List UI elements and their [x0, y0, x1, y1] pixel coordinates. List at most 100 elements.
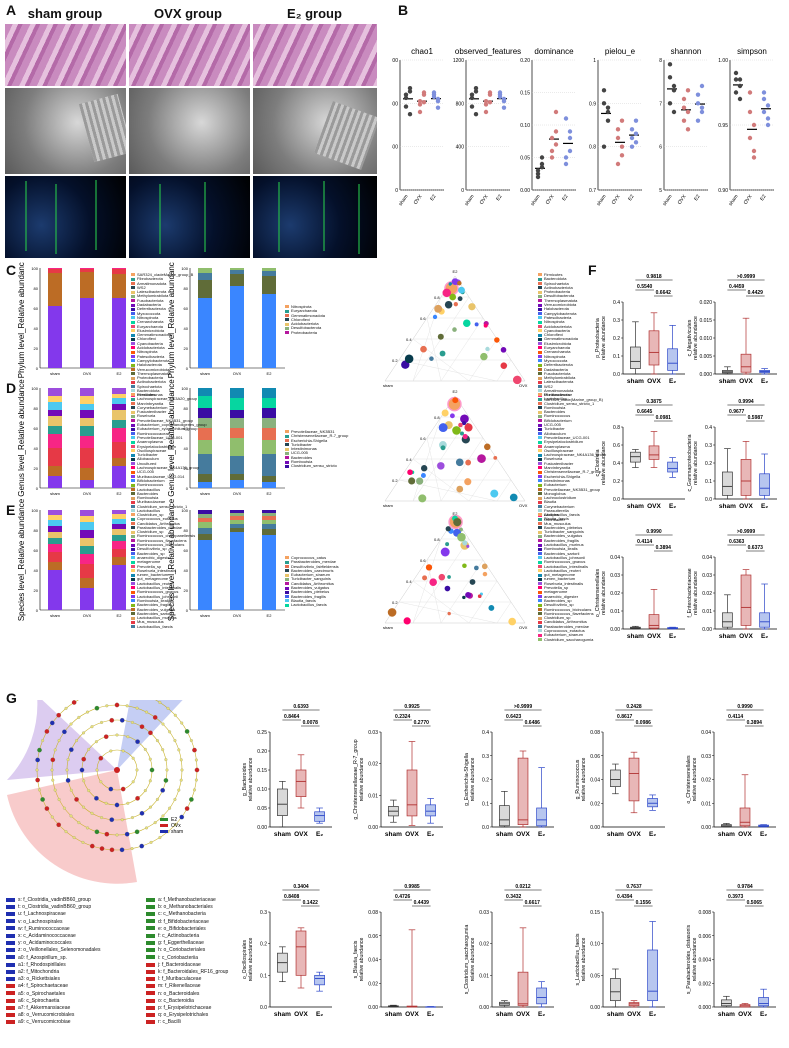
- box: [628, 757, 640, 802]
- ternary-point: [468, 303, 476, 311]
- y-tick-label: 0.3: [260, 910, 267, 916]
- legend-swatch: [131, 539, 135, 543]
- legend-text: Desulfobacterota: [291, 325, 322, 331]
- box: [759, 612, 770, 628]
- legend-swatch: [285, 447, 289, 451]
- legend-text: Lachnospiraceae_NK3A20_group: [137, 396, 198, 402]
- bar-segment: [262, 418, 276, 428]
- cladogram-node: [121, 749, 125, 753]
- bar-segment: [198, 510, 212, 514]
- data-point: [751, 155, 757, 160]
- y-tick-label: 0.9: [589, 101, 596, 107]
- ternary-point: [447, 611, 451, 616]
- legend-entry: SAR324_cladeMarine_group_B: [131, 272, 193, 277]
- legend-swatch: [538, 307, 542, 311]
- bar-segment: [198, 273, 212, 280]
- lefse-taxon-label: a0: f_Azospirillum_sp.: [18, 954, 67, 961]
- legend-swatch: [285, 582, 289, 586]
- bar-segment: [262, 294, 276, 368]
- data-point: [685, 127, 691, 132]
- legend-text: Erysipelatoclostridium: [137, 443, 176, 449]
- legend-entry: Erysipelatoclostridium: [538, 440, 606, 444]
- legend-text: Anaeroplasma: [137, 439, 163, 445]
- legend-text: Fusobacteriota: [137, 297, 164, 303]
- bar-segment: [262, 510, 276, 513]
- cladogram-node: [173, 713, 177, 717]
- legend-text: Clostridium_sensu_stricto_1: [544, 400, 595, 406]
- data-point: [567, 129, 573, 134]
- y-tick-label: 0.1: [705, 479, 712, 485]
- legend-text: Erysipelatoclostridium: [544, 439, 583, 445]
- y-axis-label: Phylum level_Relative abundance: [17, 262, 26, 378]
- legend-entry: Ruminococcus_bicirculans: [131, 542, 195, 547]
- legend-text: Lactobacillus_faecis: [137, 623, 173, 629]
- x-tick-label: OVX: [479, 193, 490, 206]
- cladogram-node: [148, 779, 152, 783]
- cladogram-node: [135, 796, 140, 801]
- x-tick-label: sham: [627, 378, 644, 385]
- legend-entry: Bacteroides_fragilis: [131, 603, 195, 607]
- bar-segment: [48, 416, 62, 426]
- bar-segment: [80, 298, 94, 368]
- legend-swatch: [285, 430, 289, 434]
- x-tick-label: sham: [719, 378, 736, 385]
- lefse-legend-item: a6: c_Spirochaetia: [6, 998, 101, 1005]
- bar-segment: [198, 396, 212, 408]
- tem-image-sham: [5, 88, 126, 174]
- legend-phylum-ternary: Firmicutes Bacteroidota Spirochaetota Actin…: [538, 272, 603, 402]
- y-tick-label: 0.03: [479, 910, 489, 916]
- legend-entry: Lachnoclostridium: [538, 495, 606, 500]
- legend-swatch: [538, 457, 542, 461]
- legend-swatch: [131, 397, 135, 401]
- y-axis-label: relative abundance: [692, 937, 698, 981]
- cladogram-node: [131, 780, 135, 784]
- y-tick-label: 40: [34, 326, 39, 331]
- legend-swatch: [131, 342, 135, 346]
- legend-swatch: [131, 470, 135, 474]
- bar-segment: [198, 388, 212, 396]
- legend-swatch: [131, 607, 135, 611]
- ternary-point: [462, 421, 467, 426]
- legend-swatch: [131, 427, 135, 431]
- legend-swatch: [538, 629, 542, 633]
- data-point: [553, 109, 559, 115]
- legend-entry: metagenome: [131, 560, 195, 564]
- lefse-taxon-label: r: c_Bacilli: [158, 1019, 181, 1026]
- y-tick-label: 100: [181, 266, 188, 271]
- legend-text: Odoribacter: [544, 516, 565, 522]
- lefse-swatch: [146, 991, 155, 996]
- legend-text: Myxococcota: [544, 357, 568, 363]
- cladogram-node: [65, 768, 69, 772]
- legend-swatch: [131, 487, 135, 491]
- legend-entry: Bacteroides: [538, 410, 606, 414]
- legend-entry: Latescibacterota: [131, 290, 193, 294]
- lefse-taxon-label: m: f_Rikenellaceae: [158, 983, 201, 990]
- cladogram-node: [135, 706, 139, 710]
- p-value-top: 0.9990: [737, 704, 753, 710]
- ternary-gridline: [426, 317, 442, 382]
- legend-text: Bacteroides_vulgatus: [544, 533, 583, 539]
- ternary-point: [457, 532, 466, 542]
- legend-entry: Methylomirabilota: [131, 294, 193, 298]
- p-value-left: 0.4394: [617, 894, 633, 900]
- ternary-point: [444, 300, 453, 309]
- p-value-top: 0.9818: [646, 274, 662, 280]
- legend-swatch: [131, 522, 135, 526]
- legend-swatch: [538, 427, 542, 431]
- data-point: [747, 135, 753, 141]
- bar-segment: [198, 518, 212, 522]
- bar-segment: [80, 554, 94, 564]
- y-tick-label: 0.25: [257, 730, 267, 736]
- ternary-point: [434, 304, 443, 313]
- legend-text: Bacteroides_sartorii: [544, 550, 580, 556]
- lefse-swatch: [146, 940, 155, 945]
- legend-text: Deferribacterota: [544, 362, 573, 368]
- cladogram-node: [85, 710, 89, 714]
- legend-swatch: [285, 556, 289, 560]
- legend-entry: Parasutterella: [538, 508, 606, 513]
- lefse-swatch: [6, 962, 15, 967]
- legend-text: Lactobacillus_johnsonii: [544, 554, 586, 560]
- y-tick-label: 0.0: [260, 1005, 267, 1011]
- cladogram-node: [158, 836, 162, 840]
